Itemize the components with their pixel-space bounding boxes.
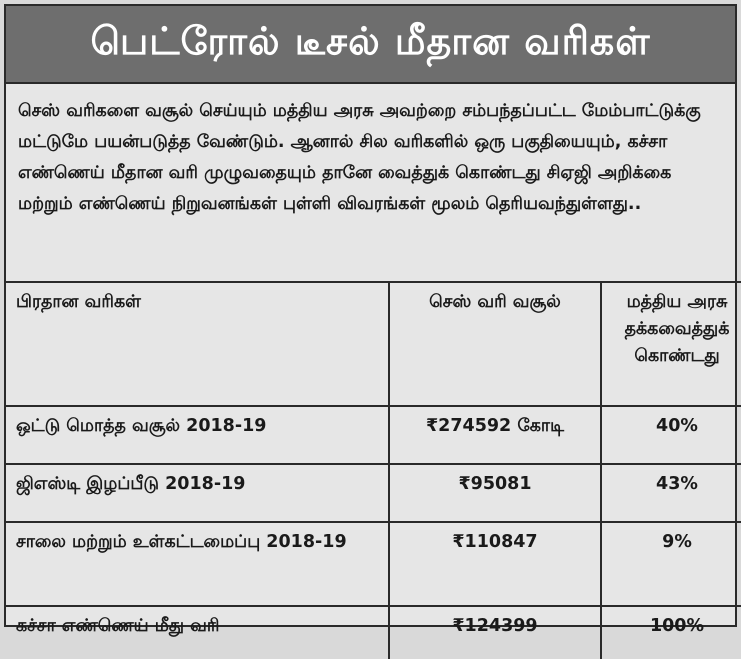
- row-label: ஒட்டு மொத்த வசூல் 2018-19: [6, 405, 390, 465]
- row-retained-percent: 43%: [600, 463, 741, 523]
- row-retained-percent: 100%: [600, 605, 741, 659]
- table-row: சாலை மற்றும் உள்கட்டமைப்பு 2018-19 ₹1108…: [6, 521, 741, 607]
- header-central-retained: மத்திய அரசு தக்கவைத்துக் கொண்டது: [600, 281, 741, 407]
- row-label: கச்சா எண்ணெய் மீது வரி: [6, 605, 390, 659]
- page-title: பெட்ரோல் டீசல் மீதான வரிகள்: [90, 19, 651, 63]
- row-cess-value: ₹110847: [388, 521, 602, 607]
- table-row: ஒட்டு மொத்த வசூல் 2018-19 ₹274592 கோடி 4…: [6, 405, 741, 465]
- row-label: ஜிஎஸ்டி இழப்பீடு 2018-19: [6, 463, 390, 523]
- header-cess-collection: செஸ் வரி வசூல்: [388, 281, 602, 407]
- tax-table: பிரதான வரிகள் செஸ் வரி வசூல் மத்திய அரசு…: [6, 281, 741, 659]
- table-row: கச்சா எண்ணெய் மீது வரி ₹124399 100%: [6, 605, 741, 659]
- tax-table-container: பிரதான வரிகள் செஸ் வரி வசூல் மத்திய அரசு…: [6, 281, 741, 659]
- row-cess-value: ₹95081: [388, 463, 602, 523]
- intro-paragraph: செஸ் வரிகளை வசூல் செய்யும் மத்திய அரசு அ…: [18, 101, 701, 214]
- row-retained-percent: 9%: [600, 521, 741, 607]
- row-cess-value: ₹124399: [388, 605, 602, 659]
- row-cess-value: ₹274592 கோடி: [388, 405, 602, 465]
- header-main-taxes: பிரதான வரிகள்: [6, 281, 390, 407]
- infographic-frame: பெட்ரோல் டீசல் மீதான வரிகள் செஸ் வரிகளை …: [4, 4, 741, 659]
- row-retained-percent: 40%: [600, 405, 741, 465]
- table-header-row: பிரதான வரிகள் செஸ் வரி வசூல் மத்திய அரசு…: [6, 281, 741, 407]
- row-label: சாலை மற்றும் உள்கட்டமைப்பு 2018-19: [6, 521, 390, 607]
- table-row: ஜிஎஸ்டி இழப்பீடு 2018-19 ₹95081 43%: [6, 463, 741, 523]
- title-banner: பெட்ரோல் டீசல் மீதான வரிகள்: [6, 6, 735, 84]
